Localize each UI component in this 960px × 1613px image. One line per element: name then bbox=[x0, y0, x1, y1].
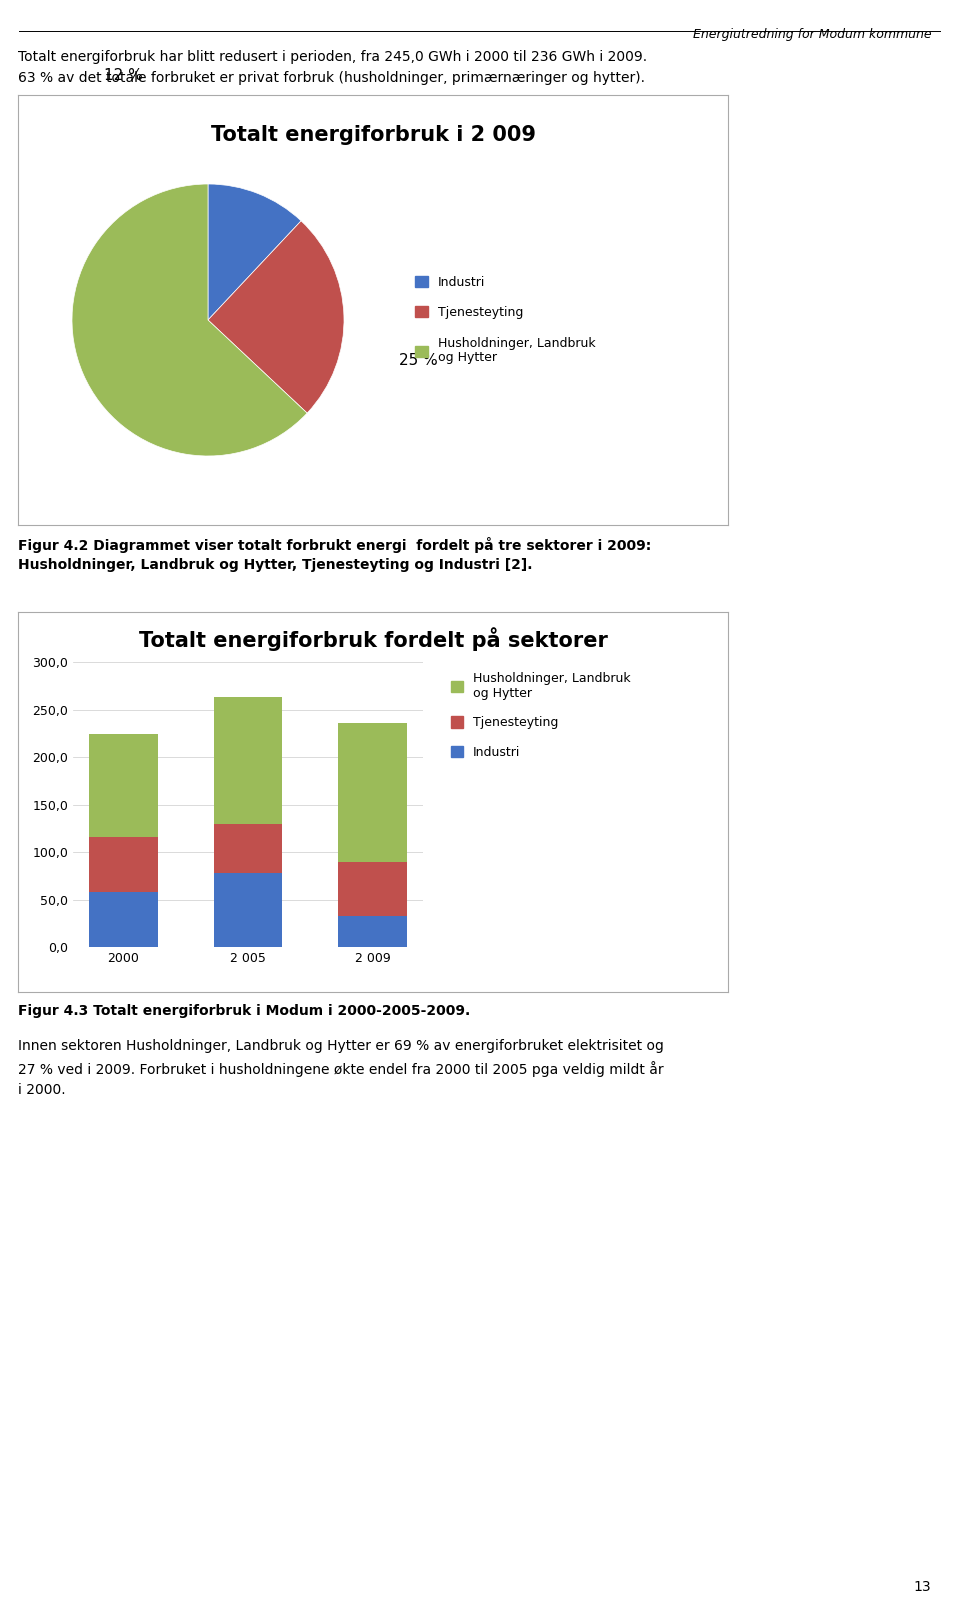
Bar bbox=[339, 861, 407, 916]
Text: 12 %: 12 % bbox=[104, 68, 142, 82]
Bar bbox=[339, 723, 407, 861]
Legend: Husholdninger, Landbruk
og Hytter, Tjenesteyting, Industri: Husholdninger, Landbruk og Hytter, Tjene… bbox=[446, 668, 635, 763]
Text: 25 %: 25 % bbox=[399, 353, 438, 368]
Wedge shape bbox=[208, 221, 344, 413]
Text: Figur 4.3 Totalt energiforbruk i Modum i 2000-2005-2009.: Figur 4.3 Totalt energiforbruk i Modum i… bbox=[18, 1003, 470, 1018]
Text: Totalt energiforbruk har blitt redusert i perioden, fra 245,0 GWh i 2000 til 236: Totalt energiforbruk har blitt redusert … bbox=[18, 50, 647, 84]
Text: Totalt energiforbruk i 2 009: Totalt energiforbruk i 2 009 bbox=[210, 126, 536, 145]
Bar bbox=[89, 837, 157, 892]
Text: Totalt energiforbruk fordelt på sektorer: Totalt energiforbruk fordelt på sektorer bbox=[138, 627, 608, 652]
Bar bbox=[214, 824, 282, 873]
Bar bbox=[339, 916, 407, 947]
Text: Innen sektoren Husholdninger, Landbruk og Hytter er 69 % av energiforbruket elek: Innen sektoren Husholdninger, Landbruk o… bbox=[18, 1039, 664, 1097]
Wedge shape bbox=[72, 184, 307, 456]
Bar bbox=[214, 697, 282, 824]
Text: Figur 4.2 Diagrammet viser totalt forbrukt energi  fordelt på tre sektorer i 200: Figur 4.2 Diagrammet viser totalt forbru… bbox=[18, 537, 651, 573]
Text: Energiutredning for Modum kommune: Energiutredning for Modum kommune bbox=[692, 27, 931, 40]
Bar bbox=[214, 873, 282, 947]
Legend: Industri, Tjenesteyting, Husholdninger, Landbruk
og Hytter: Industri, Tjenesteyting, Husholdninger, … bbox=[412, 271, 599, 368]
Bar bbox=[89, 892, 157, 947]
Wedge shape bbox=[208, 184, 301, 319]
Bar bbox=[89, 734, 157, 837]
Text: 13: 13 bbox=[914, 1579, 931, 1594]
